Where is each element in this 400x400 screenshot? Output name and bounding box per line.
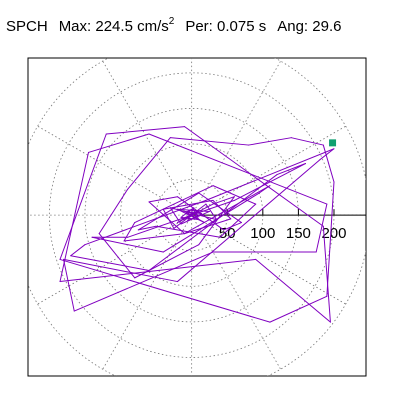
station-name: SPCH xyxy=(6,18,48,35)
orbit-segment xyxy=(148,196,178,203)
orbit-segment xyxy=(98,188,129,235)
orbit-segment xyxy=(326,181,335,297)
orbit-segment xyxy=(290,137,324,146)
x-tick-label: 100 xyxy=(250,225,275,242)
orbit-segment xyxy=(322,144,335,183)
orbit-segment xyxy=(191,213,196,216)
grid-spoke xyxy=(37,125,192,216)
orbit-segment xyxy=(137,192,200,231)
orbit-segment xyxy=(105,126,186,135)
orbit-segment xyxy=(180,210,210,225)
orbit-segment xyxy=(148,201,186,235)
orbit-segment xyxy=(63,258,75,312)
grid-spoke xyxy=(102,60,193,216)
orbit-trace xyxy=(59,126,335,323)
period-value: 0.075 s xyxy=(217,18,267,35)
orbit-segment xyxy=(176,196,225,231)
orbit-segment xyxy=(184,185,271,235)
orbit-segment xyxy=(162,192,260,253)
grid-spoke xyxy=(191,214,281,370)
orbit-segment xyxy=(134,244,200,279)
orbit-segment xyxy=(59,133,107,260)
grid-spoke xyxy=(37,214,192,305)
orbit-segment xyxy=(198,196,235,246)
orbit-segment xyxy=(59,258,271,323)
end-marker xyxy=(329,139,337,147)
grid-spoke xyxy=(102,214,193,370)
grid-spoke xyxy=(191,214,346,305)
angle-value: 29.6 xyxy=(312,18,342,35)
orbit-segment xyxy=(63,258,178,283)
orbit-segment xyxy=(198,192,242,224)
orbit-segment xyxy=(184,126,324,227)
orbit-segment xyxy=(59,258,257,283)
orbit-segment xyxy=(73,251,214,312)
orbit-segment xyxy=(123,222,136,242)
period-label: Per: xyxy=(185,18,213,35)
orbit-segment xyxy=(70,255,150,271)
orbit-segment xyxy=(148,133,328,205)
orbit-segment xyxy=(322,225,331,323)
orbit-segment xyxy=(205,148,335,201)
x-axis-ticks: 50 100 150 200 xyxy=(219,209,346,242)
orbit-segment xyxy=(87,133,150,153)
orbit-segment xyxy=(212,196,235,205)
angle-label: Ang: xyxy=(277,18,309,35)
orbit-segment xyxy=(169,137,250,146)
orbit-segment xyxy=(59,151,89,283)
orbit-segment xyxy=(319,148,335,161)
max-unit: cm/s xyxy=(137,18,169,35)
orbit-segment xyxy=(255,258,331,323)
orbit-segment xyxy=(84,199,207,246)
orbit-segment xyxy=(276,163,307,176)
grid-spoke xyxy=(191,60,281,216)
orbit-segment xyxy=(127,199,235,238)
orbit-segment xyxy=(70,244,86,257)
orbit-segment xyxy=(269,295,328,323)
max-value: 224.5 xyxy=(95,18,133,35)
orbit-segment xyxy=(315,203,328,253)
orbit-segment xyxy=(176,159,321,283)
orbit-segment xyxy=(134,185,214,224)
orbit-segment xyxy=(148,174,278,271)
orbit-segment xyxy=(98,233,136,279)
chart-title: SPCH Max: 224.5 cm/s2 Per: 0.075 s Ang: 29.… xyxy=(6,16,341,35)
orbit-segment xyxy=(219,203,257,238)
max-unit-exponent: 2 xyxy=(168,16,175,27)
orbit-segment xyxy=(127,137,171,190)
x-tick-label: 150 xyxy=(286,225,311,242)
orbit-segment xyxy=(137,225,157,231)
max-label: Max: xyxy=(58,18,92,35)
orbit-segment xyxy=(212,185,257,205)
grid-spoke xyxy=(191,125,346,216)
x-tick-label: 200 xyxy=(321,225,346,242)
orbit-segment xyxy=(248,137,292,146)
orbit-segment xyxy=(123,233,186,242)
